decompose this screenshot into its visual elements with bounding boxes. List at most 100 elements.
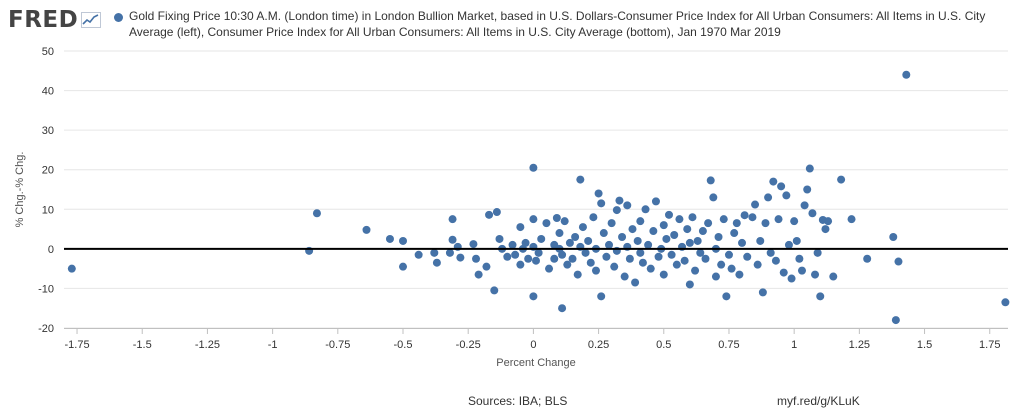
data-point (795, 254, 804, 263)
data-point (654, 252, 663, 261)
data-point (503, 252, 512, 261)
data-point (620, 272, 629, 281)
data-point (573, 270, 582, 279)
data-point (581, 248, 590, 257)
data-point (612, 206, 621, 215)
data-point (399, 262, 408, 271)
data-point (631, 278, 640, 287)
data-point (552, 213, 561, 222)
data-point (693, 236, 702, 245)
data-point (599, 229, 608, 238)
data-point (829, 272, 838, 281)
data-point (659, 270, 668, 279)
data-point (550, 254, 559, 263)
data-point (432, 258, 441, 267)
data-point (688, 213, 697, 222)
data-point (646, 264, 655, 273)
data-point (803, 185, 812, 194)
data-point (628, 225, 637, 234)
data-point (889, 232, 898, 241)
data-point (662, 234, 671, 243)
data-point (636, 217, 645, 226)
x-tick-label: 0.5 (656, 339, 671, 351)
data-point (532, 256, 540, 265)
y-tick-label: 50 (42, 46, 54, 58)
data-point (615, 196, 624, 205)
data-point (711, 272, 720, 281)
data-point (800, 201, 809, 210)
data-point (576, 175, 585, 184)
data-point (902, 70, 911, 79)
data-point (594, 189, 603, 198)
data-point (589, 213, 598, 222)
data-point (472, 254, 481, 263)
data-point (664, 210, 673, 219)
data-point (529, 215, 538, 224)
data-point (766, 248, 775, 257)
data-point (756, 236, 765, 245)
data-point (769, 177, 778, 186)
data-point (732, 219, 741, 228)
data-point (659, 221, 668, 230)
fred-graph-icon (81, 12, 102, 28)
x-tick-label: 0 (530, 339, 536, 351)
data-point (545, 264, 554, 273)
data-point (586, 258, 595, 267)
data-point (607, 219, 616, 228)
x-tick-label: -1 (268, 339, 278, 351)
data-point (414, 250, 423, 259)
data-point (811, 270, 820, 279)
data-point (808, 209, 817, 218)
x-tick-label: 1.5 (917, 339, 932, 351)
data-point (516, 260, 525, 269)
data-point (516, 223, 525, 232)
data-point (542, 219, 551, 228)
short-url-link[interactable]: myf.red/g/KLuK (777, 394, 860, 408)
y-tick-label: -20 (38, 323, 54, 335)
data-point (534, 248, 543, 257)
data-point (469, 240, 478, 249)
data-point (584, 236, 593, 245)
data-point (529, 292, 538, 301)
data-point (636, 248, 645, 257)
data-point (492, 208, 501, 217)
data-point (649, 227, 658, 236)
data-point (894, 257, 903, 266)
data-point (508, 240, 517, 249)
data-point (706, 176, 715, 185)
data-point (558, 250, 567, 259)
data-point (821, 225, 830, 234)
data-point (685, 238, 694, 247)
chart-sources: Sources: IBA; BLS (468, 394, 568, 408)
data-point (698, 227, 707, 236)
data-point (474, 270, 483, 279)
x-tick-label: 1.25 (849, 339, 870, 351)
data-point (618, 232, 627, 241)
data-point (578, 223, 587, 232)
y-tick-label: 10 (42, 204, 54, 216)
data-point (704, 219, 713, 228)
legend-marker (114, 13, 123, 22)
data-point (623, 201, 632, 210)
x-tick-label: 0.75 (718, 339, 739, 351)
data-point (430, 248, 439, 257)
x-tick-label: -1.25 (195, 339, 220, 351)
data-point (445, 248, 454, 257)
data-point (537, 234, 546, 243)
x-tick-label: -0.25 (456, 339, 481, 351)
x-tick-label: -1.5 (133, 339, 152, 351)
data-point (782, 191, 791, 200)
data-point (485, 210, 494, 219)
data-point (524, 254, 533, 263)
fred-logo[interactable]: FRED (8, 5, 102, 35)
data-point (837, 175, 846, 184)
x-tick-label: -0.75 (325, 339, 350, 351)
data-point (891, 316, 900, 325)
data-point (644, 240, 653, 249)
data-point (638, 258, 647, 267)
data-point (563, 260, 572, 269)
x-tick-label: 1.75 (979, 339, 1000, 351)
data-point (816, 292, 825, 301)
data-point (448, 235, 457, 244)
data-point (1001, 298, 1010, 307)
